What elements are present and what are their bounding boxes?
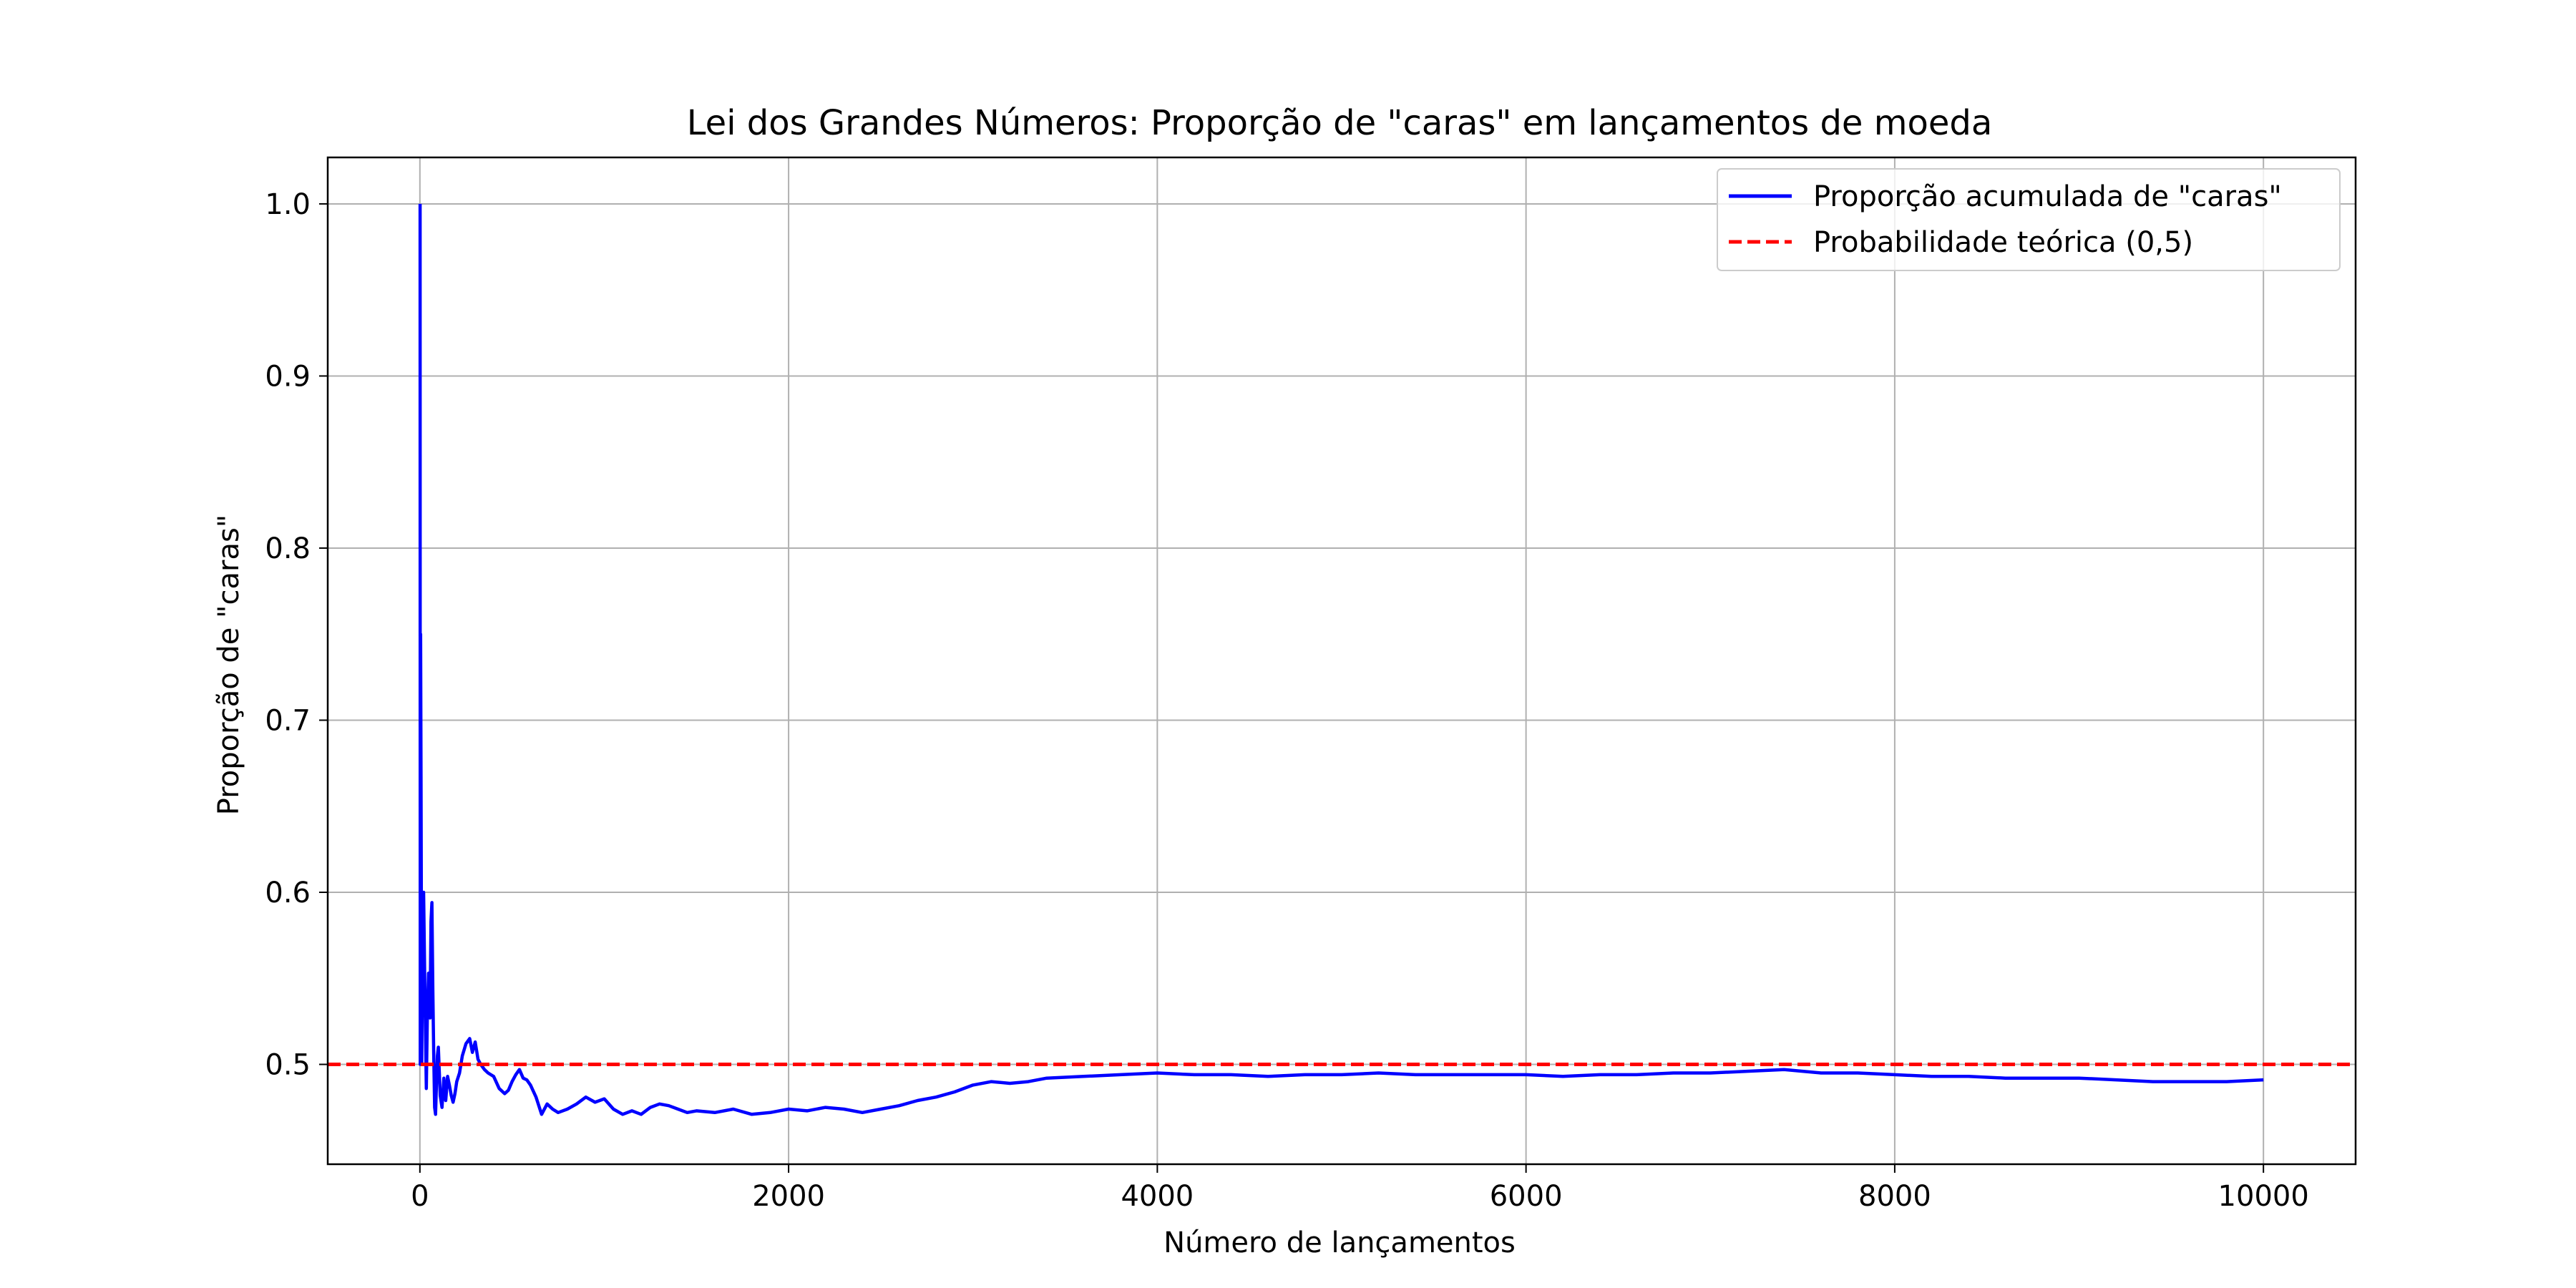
- grid: [328, 157, 2356, 1164]
- y-tick-label: 0.7: [265, 704, 311, 737]
- chart-title: Lei dos Grandes Números: Proporção de "c…: [687, 103, 1992, 143]
- legend-box: [1717, 168, 2341, 271]
- cumulative-proportion-line: [418, 203, 2264, 1116]
- x-tick-label: 4000: [1121, 1180, 1194, 1213]
- y-tick-label: 0.9: [265, 360, 311, 393]
- x-tick-label: 6000: [1490, 1180, 1563, 1213]
- x-tick-label: 10000: [2218, 1180, 2309, 1213]
- plot-frame: [326, 156, 2357, 1166]
- x-tick-label: 8000: [1858, 1180, 1931, 1213]
- y-tick-label: 0.5: [265, 1049, 311, 1082]
- x-tick-label: 0: [411, 1180, 429, 1213]
- legend-label: Probabilidade teórica (0,5): [1813, 226, 2193, 259]
- x-axis-label: Número de lançamentos: [1163, 1226, 1516, 1259]
- plot-series: [328, 203, 2356, 1116]
- y-tick-label: 0.6: [265, 877, 311, 909]
- legend: Proporção acumulada de "caras" Probabilid…: [1717, 168, 2341, 271]
- axis-ticks: 0 2000 4000 6000 8000 10000 0.5 0.6 0.7 0.8 0.9 1.0: [265, 188, 2308, 1213]
- y-tick-label: 1.0: [265, 188, 311, 221]
- x-tick-label: 2000: [752, 1180, 825, 1213]
- legend-label: Proporção acumulada de "caras": [1813, 180, 2282, 213]
- y-tick-label: 0.8: [265, 532, 311, 565]
- y-axis-label: Proporção de "caras": [213, 514, 245, 815]
